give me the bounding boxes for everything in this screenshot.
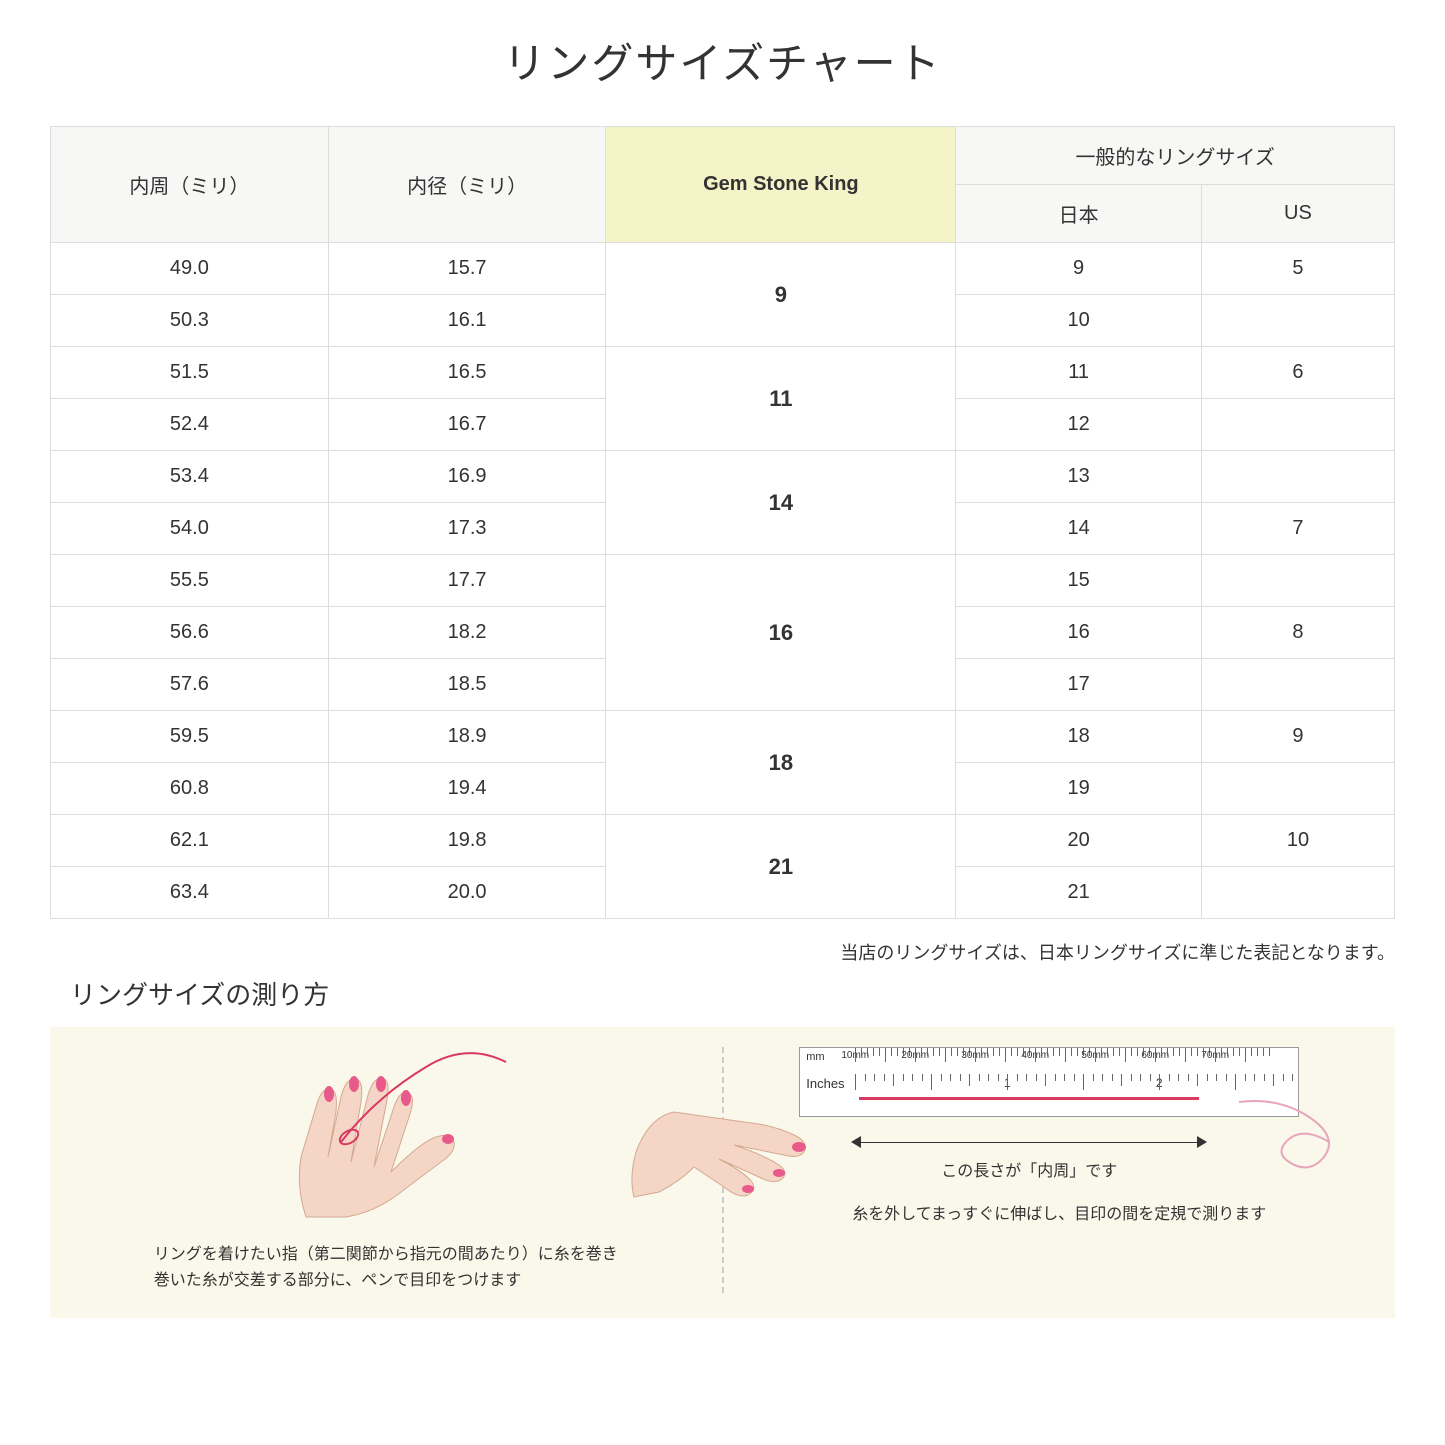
cell-us: 10 (1201, 815, 1394, 867)
cell-circ: 53.4 (51, 451, 329, 503)
cell-circ: 52.4 (51, 399, 329, 451)
table-row: 49.015.7995 (51, 243, 1395, 295)
hand-illustration-1 (246, 1047, 526, 1227)
cell-jp: 15 (956, 555, 1202, 607)
cell-circ: 56.6 (51, 607, 329, 659)
cell-us: 7 (1201, 503, 1394, 555)
cell-gsk: 21 (606, 815, 956, 919)
cell-dia: 18.5 (328, 659, 606, 711)
hand-illustration-2 (624, 1067, 824, 1217)
table-row: 53.416.91413 (51, 451, 1395, 503)
cell-dia: 16.7 (328, 399, 606, 451)
cell-dia: 16.1 (328, 295, 606, 347)
cell-dia: 18.2 (328, 607, 606, 659)
ruler-in-label: Inches (806, 1076, 844, 1091)
arrow-line (859, 1142, 1199, 1143)
howto-right-text: 糸を外してまっすぐに伸ばし、目印の間を定規で測ります (852, 1202, 1266, 1228)
cell-jp: 19 (956, 763, 1202, 815)
cell-circ: 51.5 (51, 347, 329, 399)
ruler-area: mm Inches 10mm20mm30mm40mm50mm60mm70mm12… (799, 1047, 1319, 1187)
table-row: 55.517.71615 (51, 555, 1395, 607)
howto-right-panel: mm Inches 10mm20mm30mm40mm50mm60mm70mm12… (754, 1047, 1366, 1293)
cell-circ: 55.5 (51, 555, 329, 607)
cell-jp: 11 (956, 347, 1202, 399)
cell-us (1201, 763, 1394, 815)
header-general: 一般的なリングサイズ (956, 127, 1395, 185)
cell-us (1201, 555, 1394, 607)
howto-section: リングを着けたい指（第二関節から指元の間あたり）に糸を巻き 巻いた糸が交差する部… (50, 1027, 1395, 1318)
cell-dia: 16.5 (328, 347, 606, 399)
cell-jp: 21 (956, 867, 1202, 919)
cell-circ: 50.3 (51, 295, 329, 347)
cell-us: 5 (1201, 243, 1394, 295)
cell-dia: 17.7 (328, 555, 606, 607)
page-title: リングサイズチャート (50, 30, 1395, 91)
cell-jp: 10 (956, 295, 1202, 347)
cell-jp: 16 (956, 607, 1202, 659)
cell-jp: 12 (956, 399, 1202, 451)
cell-gsk: 16 (606, 555, 956, 711)
header-diameter: 内径（ミリ） (328, 127, 606, 243)
ring-size-table: 内周（ミリ） 内径（ミリ） Gem Stone King 一般的なリングサイズ … (50, 126, 1395, 919)
cell-circ: 57.6 (51, 659, 329, 711)
cell-dia: 16.9 (328, 451, 606, 503)
header-us: US (1201, 185, 1394, 243)
header-gsk: Gem Stone King (606, 127, 956, 243)
cell-dia: 20.0 (328, 867, 606, 919)
cell-jp: 14 (956, 503, 1202, 555)
ruler-mm-label: mm (806, 1051, 824, 1063)
arrow-label: この長さが「内周」です (799, 1157, 1259, 1181)
header-circumference: 内周（ミリ） (51, 127, 329, 243)
table-note: 当店のリングサイズは、日本リングサイズに準じた表記となります。 (50, 939, 1395, 965)
table-row: 51.516.511116 (51, 347, 1395, 399)
cell-circ: 49.0 (51, 243, 329, 295)
cell-gsk: 14 (606, 451, 956, 555)
howto-left-text: リングを着けたい指（第二関節から指元の間あたり）に糸を巻き 巻いた糸が交差する部… (154, 1242, 618, 1293)
cell-dia: 19.4 (328, 763, 606, 815)
cell-dia: 15.7 (328, 243, 606, 295)
cell-us: 9 (1201, 711, 1394, 763)
thread-line (859, 1097, 1199, 1100)
howto-title: リングサイズの測り方 (70, 975, 1395, 1012)
cell-us: 8 (1201, 607, 1394, 659)
table-row: 59.518.918189 (51, 711, 1395, 763)
cell-circ: 59.5 (51, 711, 329, 763)
cell-us: 6 (1201, 347, 1394, 399)
cell-jp: 20 (956, 815, 1202, 867)
ruler: mm Inches 10mm20mm30mm40mm50mm60mm70mm12 (799, 1047, 1299, 1117)
cell-us (1201, 451, 1394, 503)
cell-gsk: 9 (606, 243, 956, 347)
arrow-right (1197, 1136, 1207, 1148)
cell-us (1201, 659, 1394, 711)
cell-dia: 17.3 (328, 503, 606, 555)
cell-jp: 17 (956, 659, 1202, 711)
cell-jp: 9 (956, 243, 1202, 295)
cell-gsk: 18 (606, 711, 956, 815)
cell-gsk: 11 (606, 347, 956, 451)
cell-us (1201, 399, 1394, 451)
cell-us (1201, 867, 1394, 919)
cell-circ: 62.1 (51, 815, 329, 867)
cell-circ: 63.4 (51, 867, 329, 919)
cell-circ: 54.0 (51, 503, 329, 555)
cell-circ: 60.8 (51, 763, 329, 815)
cell-dia: 19.8 (328, 815, 606, 867)
cell-jp: 18 (956, 711, 1202, 763)
table-row: 62.119.8212010 (51, 815, 1395, 867)
cell-dia: 18.9 (328, 711, 606, 763)
cell-jp: 13 (956, 451, 1202, 503)
header-japan: 日本 (956, 185, 1202, 243)
cell-us (1201, 295, 1394, 347)
